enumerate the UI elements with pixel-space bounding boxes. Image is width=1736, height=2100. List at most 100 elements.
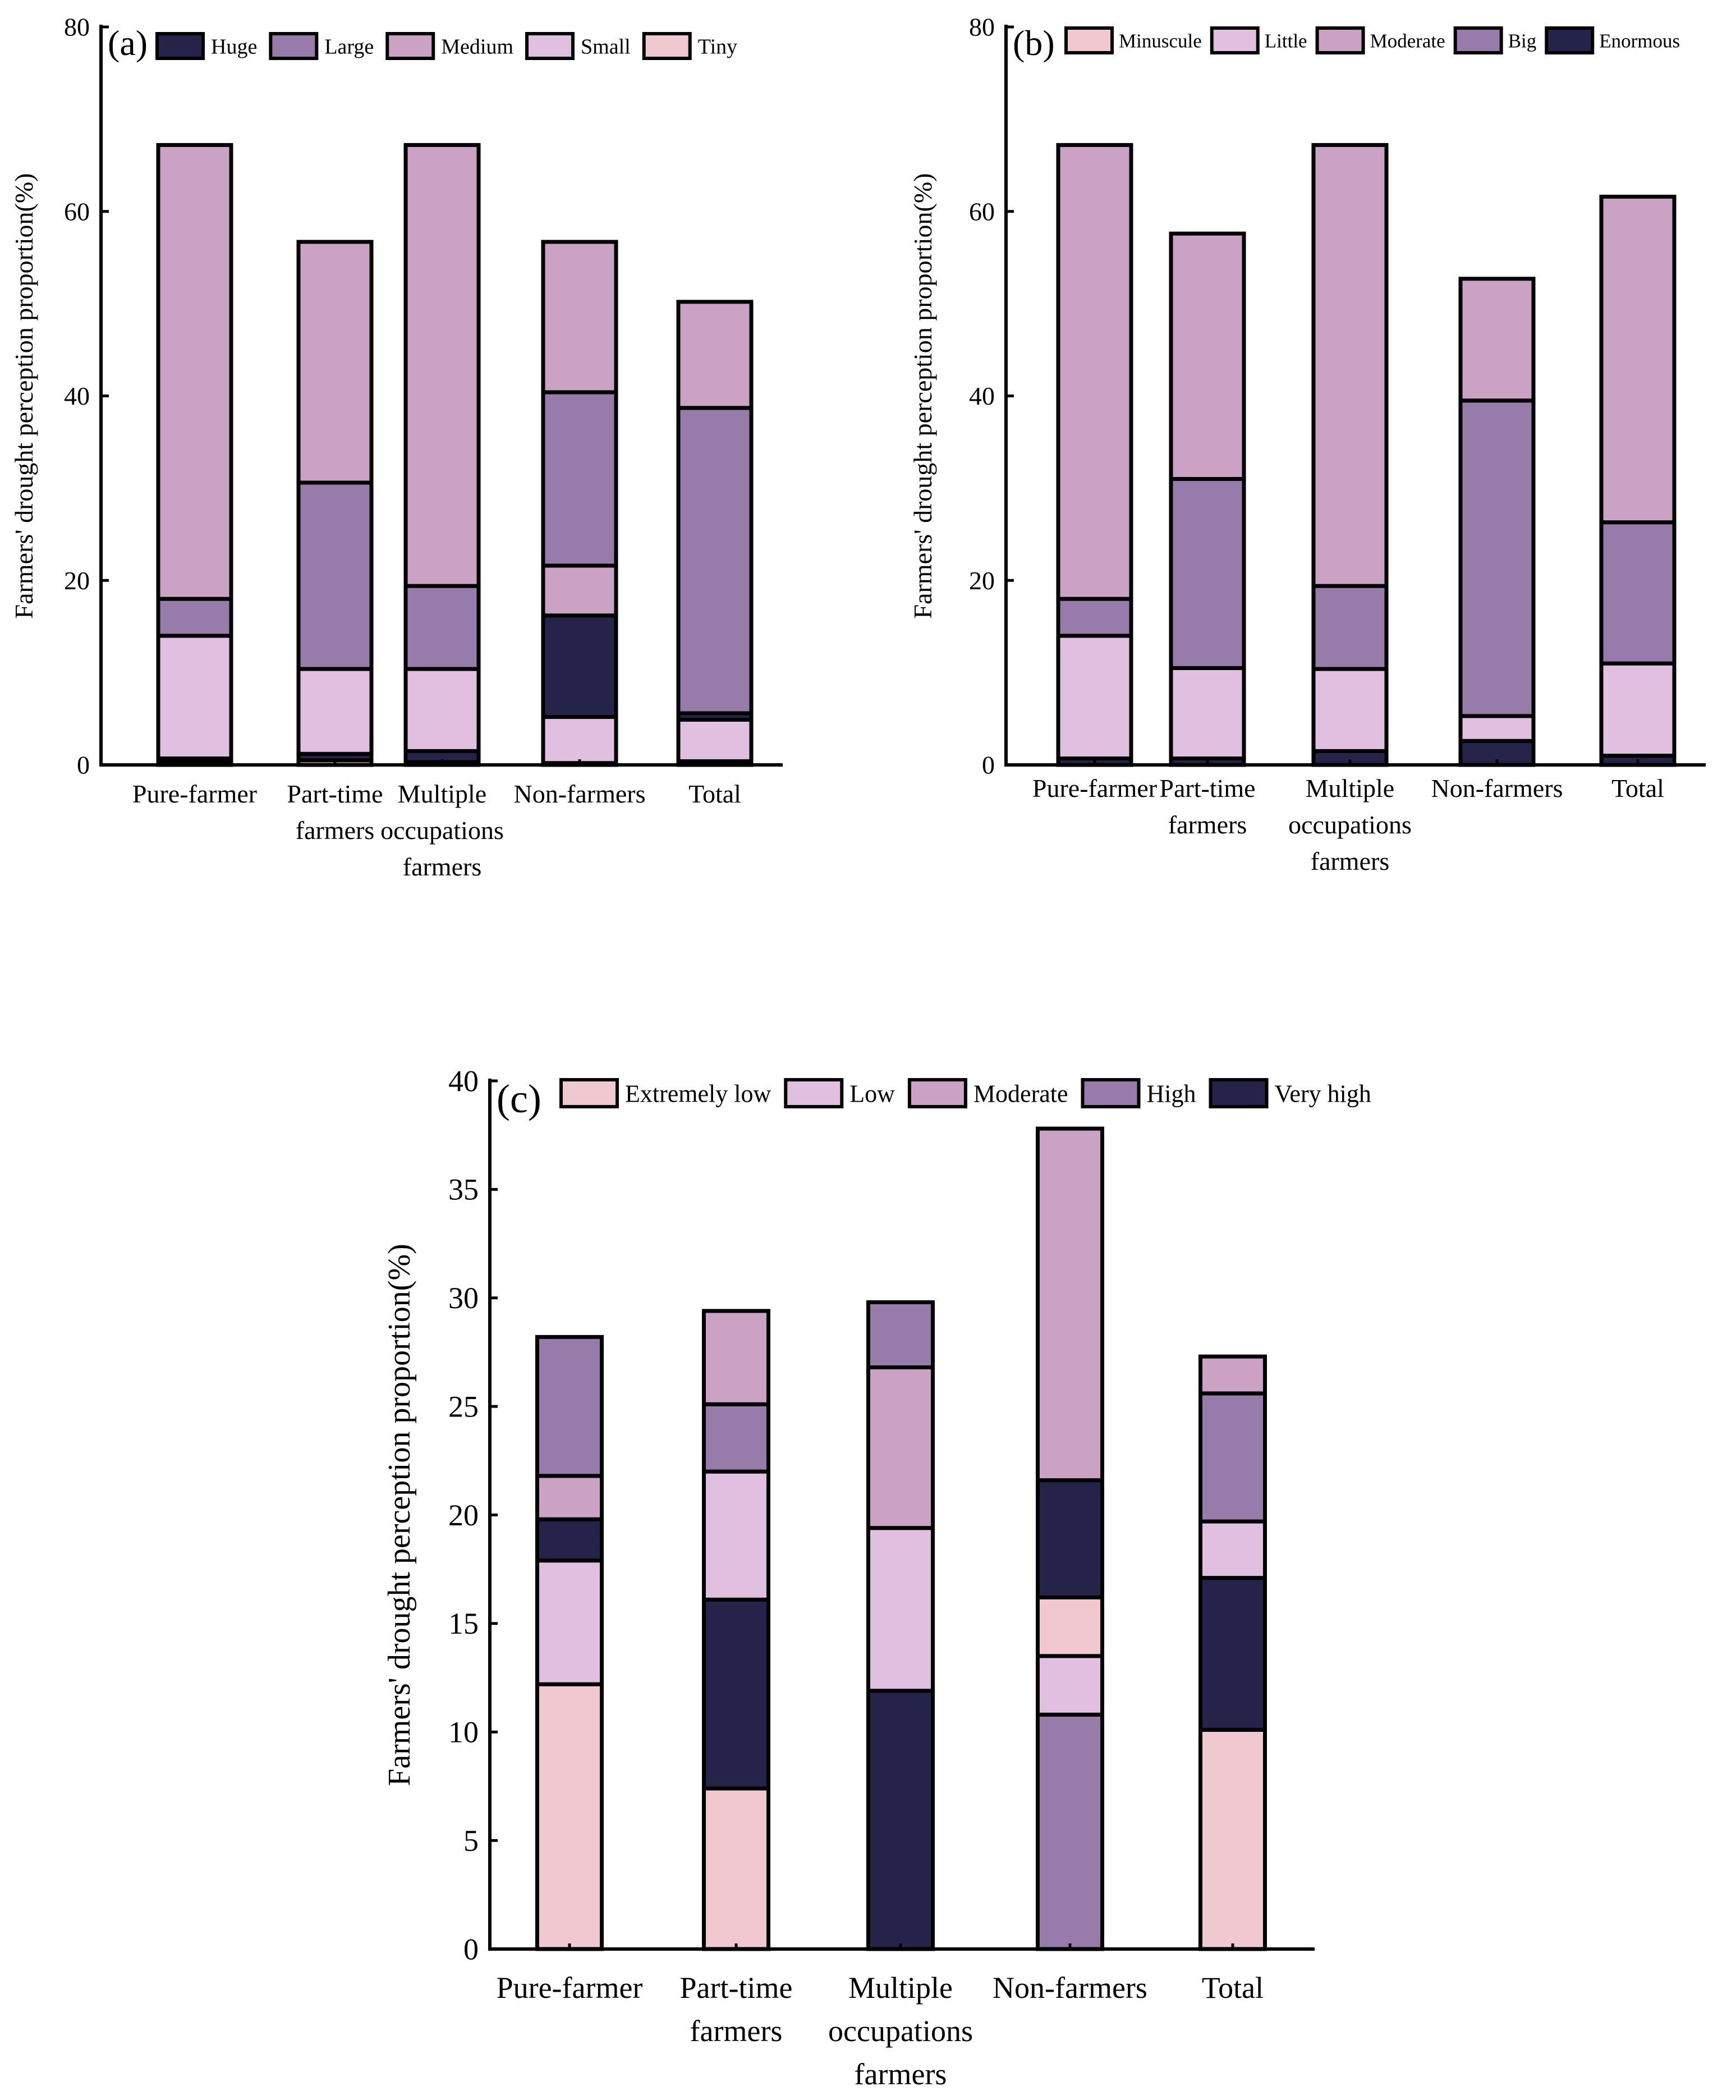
bar-a-part-time-farmers-medium <box>296 240 374 485</box>
legend-label-a-medium: Medium <box>441 35 513 58</box>
legend-swatch-a-large <box>269 32 319 60</box>
bar-a-multiple-occupations-farmers-large <box>403 584 481 671</box>
panel-c-chart: 0 5 10 15 20 25 30 35 40 Pure-farmer Part-time farm… <box>382 1064 1371 2091</box>
bar-b-multiple-occupations-farmers-little <box>1311 667 1389 753</box>
legend-label-b-big: Big <box>1508 30 1537 52</box>
legend-label-a-tiny: Tiny <box>698 35 737 58</box>
x-tick-label-a-multiple-occupations-farmers: Multiple occupations farmers <box>380 780 504 881</box>
bar-b-pure-farmer-moderate <box>1056 143 1133 601</box>
legend-swatch-b-little <box>1210 26 1260 54</box>
bar-b-total-big <box>1599 520 1677 666</box>
bar-c-pure-farmer-very-high <box>535 1517 604 1563</box>
bar-b-multiple-occupations-farmers-big <box>1311 584 1389 671</box>
y-tick-label-a-40: 40 <box>64 382 90 410</box>
y-axis-label-c: Farmers' drought perception proportion(%… <box>382 1244 417 1786</box>
bar-b-total-little <box>1599 661 1677 758</box>
legend-swatch-a-medium <box>385 32 435 60</box>
bar-c-part-time-farmers-low <box>702 1469 770 1602</box>
legend-swatch-c-low <box>784 1078 844 1108</box>
bar-c-pure-farmer-high <box>535 1335 604 1478</box>
bar-a-non-farmers-huge-overlay <box>541 613 618 719</box>
bar-c-total-very-high <box>1198 1576 1267 1732</box>
legend-swatch-a-huge <box>155 32 205 60</box>
y-tick-label-c-35: 35 <box>448 1173 479 1207</box>
y-tick-label-c-25: 25 <box>448 1390 479 1423</box>
bar-c-non-farmers-low <box>1036 1654 1104 1717</box>
legend-label-c-high: High <box>1147 1080 1196 1107</box>
legend-swatch-c-moderate <box>907 1078 967 1108</box>
y-tick-label-c-40: 40 <box>448 1064 479 1098</box>
bar-c-total-moderate <box>1198 1354 1267 1396</box>
y-tick-label-c-10: 10 <box>448 1716 479 1749</box>
y-tick-label-c-20: 20 <box>448 1498 479 1532</box>
bar-a-pure-farmer-large <box>156 597 233 638</box>
legend-swatch-b-minuscule <box>1064 26 1114 54</box>
bar-c-pure-farmer-moderate <box>535 1474 604 1521</box>
bar-c-total-high <box>1198 1391 1267 1524</box>
x-tick-label-a-non-farmers: Non-farmers <box>513 780 645 808</box>
y-tick-label-a-60: 60 <box>64 197 90 226</box>
y-tick-label-a-0: 0 <box>77 751 90 780</box>
legend-swatch-a-small <box>525 32 575 60</box>
bar-b-part-time-farmers-big <box>1169 476 1246 670</box>
y-tick-label-a-80: 80 <box>64 13 90 42</box>
y-tick-label-b-20: 20 <box>969 566 995 595</box>
y-tick-label-c-15: 15 <box>448 1607 479 1640</box>
panel-a-chart: 0 20 40 60 80 Pure-farmer Part-time farmersMult… <box>10 13 783 881</box>
bar-a-multiple-occupations-farmers-medium <box>403 143 481 588</box>
bar-b-pure-farmer-little <box>1056 634 1133 760</box>
legend-label-c-low: Low <box>849 1080 895 1107</box>
x-tick-label-b-multiple-occupations-farmers: Multiple occupations farmers <box>1288 774 1412 875</box>
x-tick-label-c-non-farmers: Non-farmers <box>993 1971 1147 2005</box>
bar-b-part-time-farmers-little <box>1169 666 1246 760</box>
x-tick-label-a-pure-farmer: Pure-farmer <box>132 780 257 808</box>
legend-label-c-very-high: Very high <box>1275 1080 1371 1107</box>
legend-label-b-enormous: Enormous <box>1599 30 1680 52</box>
bar-b-pure-farmer-big <box>1056 597 1133 638</box>
bar-b-multiple-occupations-farmers-moderate <box>1311 143 1389 588</box>
panel-b-chart: 0 20 40 60 80 Pure-farmer Part-time farmers Mult… <box>908 13 1706 875</box>
y-tick-label-c-0: 0 <box>463 1932 479 1966</box>
bar-c-total-low <box>1198 1519 1267 1580</box>
bar-c-pure-farmer-low <box>535 1558 604 1686</box>
legend-label-a-large: Large <box>324 35 374 58</box>
bar-c-part-time-farmers-very-high <box>702 1597 770 1791</box>
y-tick-label-c-30: 30 <box>448 1281 479 1315</box>
legend-label-c-extremely-low: Extremely low <box>625 1080 771 1107</box>
legend-label-b-minuscule: Minuscule <box>1119 30 1202 52</box>
bar-c-non-farmers-moderate <box>1036 1126 1104 1483</box>
bar-a-total-small <box>676 717 754 763</box>
bar-b-part-time-farmers-moderate <box>1169 231 1246 481</box>
legend-swatch-a-tiny <box>642 32 692 60</box>
bar-c-part-time-farmers-extremely-low <box>702 1786 770 1951</box>
x-tick-label-b-non-farmers: Non-farmers <box>1431 774 1563 803</box>
bar-c-non-farmers-high <box>1036 1712 1104 1951</box>
y-tick-label-c-5: 5 <box>463 1824 479 1858</box>
y-tick-label-a-20: 20 <box>64 566 90 595</box>
bar-b-non-farmers-big <box>1458 398 1536 718</box>
legend-label-b-moderate: Moderate <box>1370 30 1445 52</box>
x-tick-label-a-part-time-farmers: Part-time farmers <box>287 780 383 845</box>
x-tick-label-c-total: Total <box>1202 1971 1264 2005</box>
bar-c-non-farmers-very-high <box>1036 1478 1104 1599</box>
bar-a-total-medium <box>676 300 754 410</box>
bar-a-pure-farmer-small <box>156 634 233 760</box>
bar-c-non-farmers-extremely-low <box>1036 1595 1104 1658</box>
bar-a-part-time-farmers-small <box>296 667 374 756</box>
bar-c-multiple-occupations-farmers-very-high <box>866 1689 935 1951</box>
bar-a-total-huge-overlay <box>676 711 754 722</box>
panel-label-c: (c) <box>497 1076 541 1121</box>
bar-a-non-farmers-small <box>541 715 618 765</box>
bar-a-pure-farmer-medium <box>156 143 233 601</box>
bar-c-part-time-farmers-moderate <box>702 1309 770 1406</box>
x-tick-label-c-pure-farmer: Pure-farmer <box>497 1971 643 2005</box>
x-tick-label-a-total: Total <box>688 780 741 808</box>
y-tick-label-b-0: 0 <box>982 751 995 780</box>
bar-a-multiple-occupations-farmers-small <box>403 667 481 753</box>
panel-label-a: (a) <box>108 23 148 63</box>
y-tick-label-b-80: 80 <box>969 13 995 42</box>
legend-swatch-c-extremely-low <box>559 1078 619 1108</box>
bar-a-part-time-farmers-large <box>296 480 374 671</box>
y-tick-label-b-60: 60 <box>969 197 995 226</box>
